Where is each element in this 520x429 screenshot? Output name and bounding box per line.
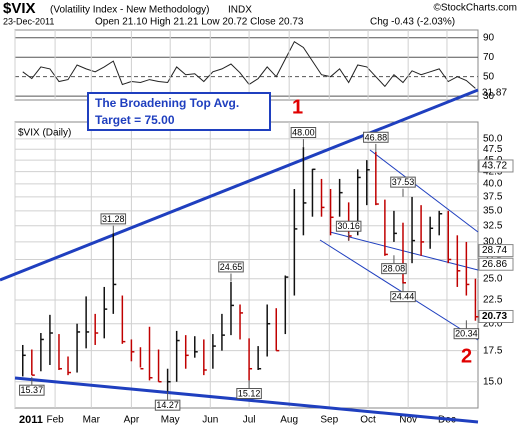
annotation-box: [390, 176, 416, 188]
y-tick-label: 35.0: [483, 205, 503, 216]
y-tick-label: 50.0: [483, 134, 503, 145]
annotation-box: [154, 399, 181, 411]
note-line: Target = 75.00: [95, 113, 175, 127]
exchange: INDX: [228, 5, 252, 16]
annotation-label: 46.88: [365, 132, 388, 142]
annotation-label: 15.37: [21, 385, 44, 395]
credit: ©StockCharts.com: [433, 3, 517, 14]
annotation-box: [363, 131, 389, 143]
annotation-label: 15.12: [238, 389, 261, 399]
price-title: $VIX (Daily): [18, 128, 71, 139]
note-box: [87, 92, 271, 131]
trend-line: [319, 239, 479, 341]
trend-line: [329, 231, 479, 271]
right-label-box: [478, 159, 514, 173]
y-tick-label: 50: [483, 71, 495, 82]
y-tick-label: 70: [483, 52, 495, 63]
y-tick-label: 17.5: [483, 345, 503, 356]
right-label: 26.86: [482, 259, 507, 270]
y-tick-label: 25.0: [483, 273, 503, 284]
trend-line: [14, 376, 479, 424]
x-tick-label: Mar: [83, 415, 101, 426]
quote: Open 21.10 High 21.21 Low 20.72 Close 20…: [95, 17, 304, 28]
annotation-box: [390, 291, 416, 303]
right-label-box: [478, 309, 514, 323]
x-tick-label: Jul: [243, 415, 256, 426]
y-tick-label: 90: [483, 32, 495, 43]
y-tick-label: 22.5: [483, 295, 503, 306]
date: 23-Dec-2011: [3, 16, 54, 26]
annotation-label: 20.34: [455, 329, 478, 339]
y-tick-label: 30: [483, 91, 495, 102]
trend-line: [0, 88, 479, 282]
annotation-box: [335, 220, 362, 232]
annotation-box: [236, 388, 262, 400]
x-tick-label: Aug: [280, 415, 298, 426]
x-tick-label: Jun: [202, 415, 218, 426]
annotation-label: 28.08: [383, 264, 406, 274]
annotation-box: [453, 328, 480, 340]
annotation-label: 24.65: [220, 262, 243, 272]
x-tick-label: Sep: [320, 415, 338, 426]
change: Chg -0.43 (-2.03%): [370, 17, 455, 28]
x-tick-label: Oct: [360, 415, 376, 426]
annotation-box: [19, 384, 45, 396]
annotation-label: 37.53: [392, 177, 415, 187]
index-name: (Volatility Index - New Methodology): [50, 5, 210, 16]
annotation-label: 30.16: [337, 221, 360, 231]
note-line: The Broadening Top Avg.: [95, 96, 239, 110]
annotation-label: 14.27: [156, 400, 179, 410]
y-tick-label: 47.5: [483, 144, 503, 155]
annotation-box: [290, 127, 317, 139]
y-tick-label: 30.0: [483, 237, 503, 248]
right-label-box: [478, 257, 514, 271]
x-tick-label: Apr: [124, 415, 140, 426]
y-tick-label: 15.0: [483, 376, 503, 387]
wave-label: 1: [292, 96, 303, 118]
x-tick-label: Feb: [46, 415, 64, 426]
y-tick-label: 20.0: [483, 318, 503, 329]
annotation-box: [100, 213, 127, 225]
x-tick-label: 2011: [19, 414, 43, 426]
right-label: 28.74: [482, 245, 507, 256]
annotation-label: 24.44: [392, 292, 415, 302]
annotation-label: 31.28: [102, 214, 125, 224]
y-tick-label: 37.5: [483, 192, 503, 203]
right-label: 43.72: [482, 161, 507, 172]
annotation-box: [218, 261, 244, 273]
y-tick-label: 40.0: [483, 179, 503, 190]
annotation-label: 48.00: [292, 128, 315, 138]
wave-label: 2: [461, 345, 472, 367]
right-label-box: [478, 244, 514, 258]
x-tick-label: May: [161, 415, 180, 426]
trend-line: [369, 149, 479, 233]
x-tick-label: Nov: [399, 415, 417, 426]
trend-label: 31.87: [482, 88, 507, 99]
right-label: 20.73: [482, 311, 507, 322]
symbol: $VIX: [3, 0, 36, 17]
y-tick-label: 32.5: [483, 220, 503, 231]
annotation-box: [381, 263, 407, 275]
